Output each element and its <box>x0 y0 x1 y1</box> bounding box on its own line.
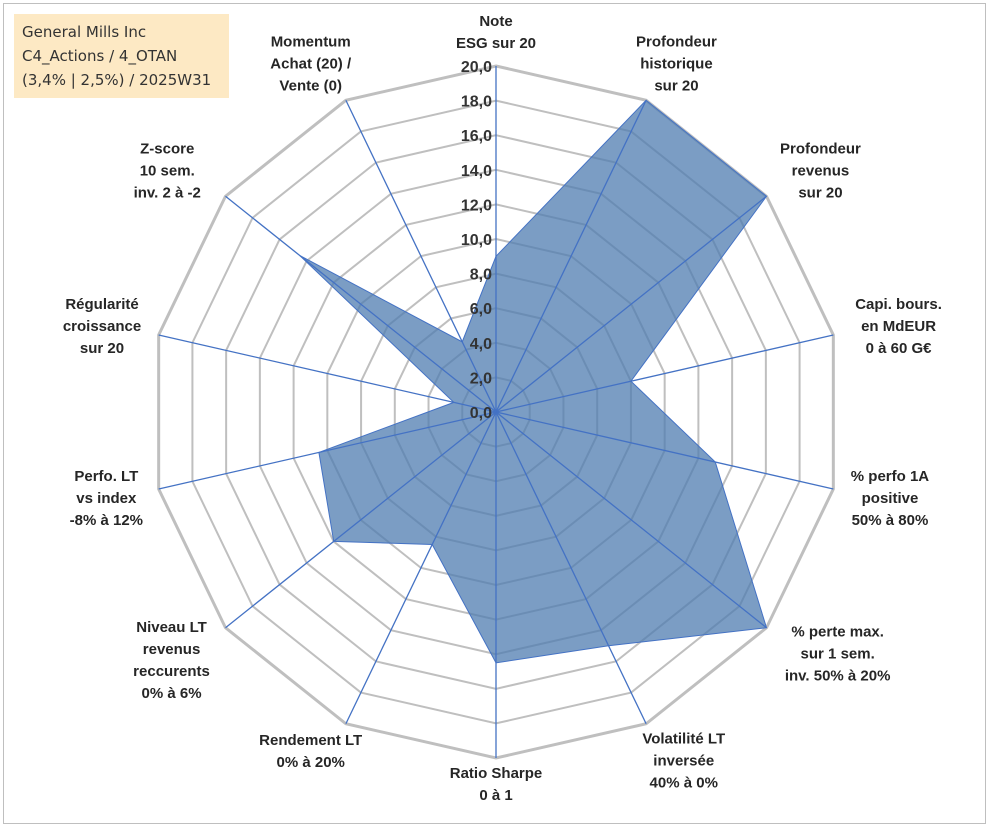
tick-label-2: 4,0 <box>470 336 492 353</box>
axis-label-11: Régularité croissance sur 20 <box>63 296 141 357</box>
axis-label-5-line-2: inv. 50% à 20% <box>785 667 891 684</box>
axis-label-10-line-0: Perfo. LT <box>74 468 138 485</box>
axis-label-2-line-2: sur 20 <box>798 185 842 202</box>
axis-label-9-line-0: Niveau LT <box>136 619 207 636</box>
axis-label-1-line-2: sur 20 <box>654 77 698 94</box>
axis-label-7: Ratio Sharpe 0 à 1 <box>450 765 543 804</box>
tick-label-6: 12,0 <box>461 197 492 214</box>
title-line-rates: (3,4% | 2,5%) / 2025W31 <box>22 71 212 89</box>
axis-label-11-line-0: Régularité <box>65 296 138 313</box>
tick-label-9: 18,0 <box>461 94 492 111</box>
axis-label-5: % perte max. sur 1 sem. inv. 50% à 20% <box>785 623 891 684</box>
tick-label-5: 10,0 <box>461 232 492 249</box>
axis-label-0-line-1: ESG sur 20 <box>456 35 536 52</box>
axis-label-4-line-2: 50% à 80% <box>852 512 929 529</box>
tick-label-0: 0,0 <box>470 405 492 422</box>
axis-label-0-line-0: Note <box>479 13 512 30</box>
axis-label-12: Z-score 10 sem. inv. 2 à -2 <box>134 141 201 202</box>
axis-label-12-line-1: 10 sem. <box>140 163 195 180</box>
tick-label-1: 2,0 <box>470 370 492 387</box>
axis-label-2: Profondeur revenus sur 20 <box>780 141 861 202</box>
tick-label-4: 8,0 <box>470 267 492 284</box>
axis-spoke-1 <box>495 99 647 413</box>
axis-spoke-12 <box>225 195 497 413</box>
axis-label-5-line-1: sur 1 sem. <box>801 645 875 662</box>
axis-label-3: Capi. bours. en MdEUR 0 à 60 G€ <box>855 296 942 357</box>
axis-label-1-line-1: historique <box>640 55 713 72</box>
axis-label-13-line-2: Vente (0) <box>279 77 342 94</box>
axis-label-3-line-2: 0 à 60 G€ <box>866 340 933 357</box>
axis-label-4-line-0: % perfo 1A <box>851 468 930 485</box>
axis-label-10-line-2: -8% à 12% <box>70 512 143 529</box>
axis-spoke-3 <box>495 334 834 413</box>
chart-frame: General Mills Inc C4_Actions / 4_OTAN (3… <box>3 3 986 824</box>
axis-label-7-line-0: Ratio Sharpe <box>450 765 543 782</box>
title-line-company: General Mills Inc <box>22 23 147 41</box>
axis-label-4: % perfo 1A positive 50% à 80% <box>851 468 930 529</box>
axis-label-4-line-1: positive <box>862 490 919 507</box>
axis-label-8-line-1: 0% à 20% <box>277 754 345 771</box>
tick-label-3: 6,0 <box>470 301 492 318</box>
tick-label-10: 20,0 <box>461 59 492 76</box>
axis-label-3-line-0: Capi. bours. <box>855 296 942 313</box>
tick-label-7: 14,0 <box>461 163 492 180</box>
axis-label-10-line-1: vs index <box>76 490 137 507</box>
axis-label-7-line-1: 0 à 1 <box>479 787 512 804</box>
axis-labels: Note ESG sur 20 Profondeur historique sur 20… <box>63 13 942 804</box>
axis-label-9-line-2: reccurents <box>133 663 210 680</box>
axis-label-9: Niveau LT revenus reccurents 0% à 6% <box>133 619 210 702</box>
axis-label-12-line-0: Z-score <box>140 141 194 158</box>
axis-label-13: Momentum Achat (20) / Vente (0) <box>270 33 352 94</box>
axis-label-6-line-2: 40% à 0% <box>650 775 718 792</box>
title-box: General Mills Inc C4_Actions / 4_OTAN (3… <box>14 14 229 98</box>
tick-labels: 0,0 2,0 4,0 6,0 8,0 10,0 12,0 14,0 16,0 18,0 20,0 <box>461 59 492 422</box>
axis-spoke-13 <box>345 99 497 413</box>
axis-spoke-6 <box>495 411 647 725</box>
axis-label-6: Volatilité LT inversée 40% à 0% <box>642 731 725 792</box>
axis-label-11-line-2: sur 20 <box>80 340 124 357</box>
axis-label-8-line-0: Rendement LT <box>259 732 362 749</box>
axis-label-10: Perfo. LT vs index -8% à 12% <box>70 468 143 529</box>
axis-spoke-9 <box>225 411 497 629</box>
axis-label-12-line-2: inv. 2 à -2 <box>134 185 201 202</box>
tick-label-8: 16,0 <box>461 128 492 145</box>
axis-spoke-8 <box>345 411 497 725</box>
axis-spoke-4 <box>495 411 834 490</box>
axis-label-6-line-0: Volatilité LT <box>642 731 725 748</box>
axis-label-2-line-0: Profondeur <box>780 141 861 158</box>
axis-label-13-line-1: Achat (20) / <box>270 55 352 72</box>
axis-label-2-line-1: revenus <box>792 163 850 180</box>
axis-spoke-5 <box>495 411 767 629</box>
axis-label-5-line-0: % perte max. <box>791 623 884 640</box>
axis-label-6-line-1: inversée <box>653 753 714 770</box>
axis-label-9-line-3: 0% à 6% <box>142 685 202 702</box>
axis-spoke-10 <box>158 411 497 490</box>
axis-spokes <box>158 66 834 758</box>
axis-label-8: Rendement LT 0% à 20% <box>259 732 362 771</box>
axis-label-3-line-1: en MdEUR <box>861 318 936 335</box>
axis-label-1-line-0: Profondeur <box>636 33 717 50</box>
axis-label-9-line-1: revenus <box>143 641 201 658</box>
axis-label-13-line-0: Momentum <box>271 33 351 50</box>
axis-spoke-11 <box>158 334 497 413</box>
axis-label-0: Note ESG sur 20 <box>456 13 536 52</box>
axis-label-1: Profondeur historique sur 20 <box>636 33 717 94</box>
axis-spoke-2 <box>495 195 767 413</box>
axis-label-11-line-1: croissance <box>63 318 141 335</box>
title-line-category: C4_Actions / 4_OTAN <box>22 47 178 65</box>
